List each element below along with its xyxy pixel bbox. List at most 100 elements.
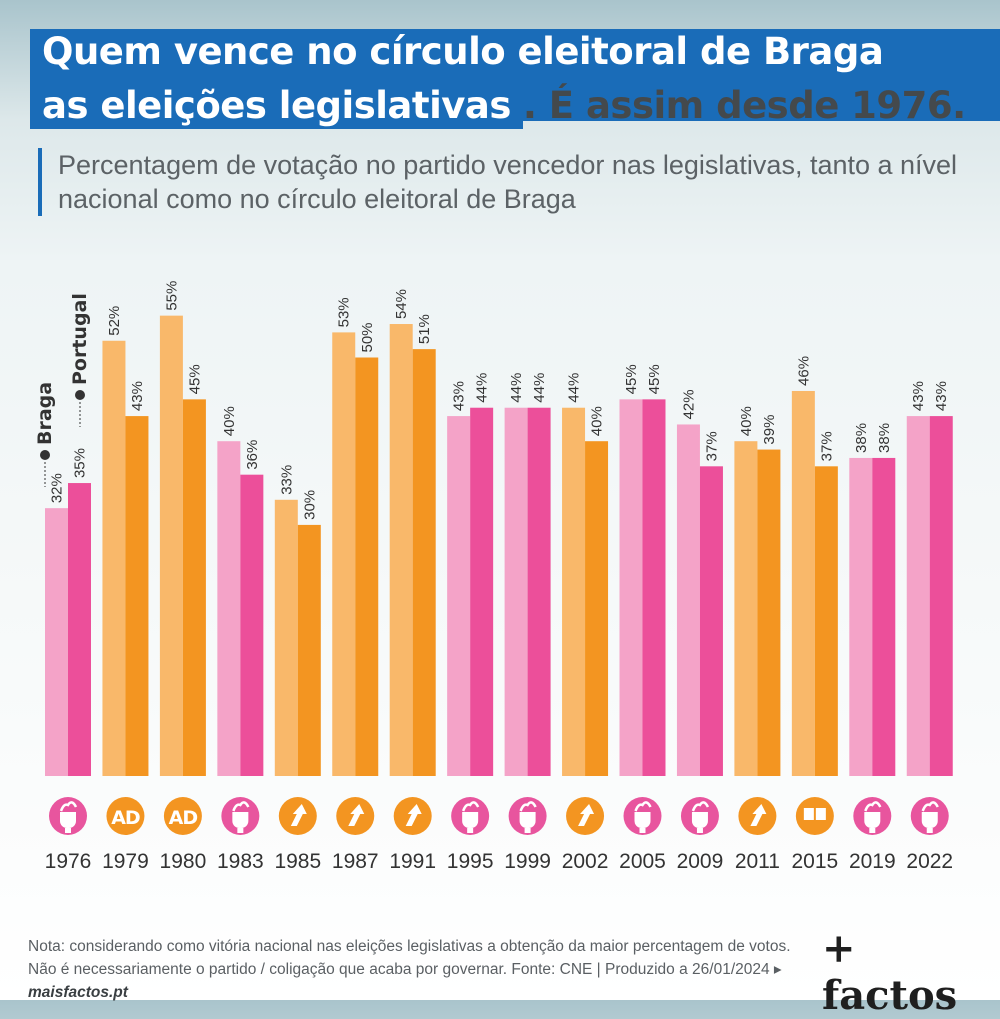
bar-group-1976: 32% 35% 1976 <box>45 448 92 873</box>
rose-shape <box>691 801 710 812</box>
legend-portugal-dot <box>75 390 85 400</box>
data-label-portugal-2002: 40% <box>589 406 606 436</box>
data-label-braga-2005: 45% <box>623 364 640 394</box>
legend-portugal: Portugal <box>69 293 91 427</box>
bar-braga-1985 <box>274 499 298 776</box>
x-tick-label-1985: 1985 <box>274 850 321 873</box>
ad-logo-text: AD <box>111 807 140 829</box>
bar-group-1987: 53% 50% 1987 <box>332 297 379 873</box>
data-label-braga-2009: 42% <box>680 389 697 419</box>
bar-braga-2022 <box>906 416 930 776</box>
rose-shape <box>634 801 652 812</box>
fist-shape <box>60 812 76 833</box>
x-tick-label-2002: 2002 <box>562 850 609 873</box>
arrow-shape <box>348 804 365 826</box>
fist-shape <box>691 812 708 833</box>
fist-shape <box>232 812 249 833</box>
data-label-braga-2019: 38% <box>853 423 870 453</box>
title-highlight-2: as eleições legislativas <box>30 83 523 129</box>
data-label-portugal-2022: 43% <box>933 381 950 411</box>
paf-logo-icon <box>795 797 834 835</box>
paf-square-left <box>803 808 814 820</box>
data-label-braga-2002: 44% <box>566 373 583 403</box>
rose-shape <box>461 801 480 812</box>
fist-rose-icon <box>623 797 662 835</box>
bar-portugal-1980 <box>182 399 206 776</box>
fist-shape <box>634 812 651 833</box>
data-label-portugal-1995: 44% <box>474 373 491 403</box>
arrow-up-icon <box>336 797 375 835</box>
brand-logo: + factos <box>822 925 958 1019</box>
bar-group-1991: 54% 51% 1991 <box>389 289 436 873</box>
bar-portugal-2011 <box>757 449 781 776</box>
rose-shape <box>921 801 939 812</box>
rose-shape <box>59 801 78 812</box>
rose-shape <box>519 801 537 812</box>
data-label-braga-2015: 46% <box>795 356 812 386</box>
bar-braga-1979 <box>102 340 126 776</box>
bar-group-1999: 44% 44% 1999 <box>504 373 551 873</box>
data-label-portugal-1985: 30% <box>301 490 318 520</box>
party-icon-circle <box>163 797 202 835</box>
data-label-portugal-1979: 43% <box>129 381 146 411</box>
data-label-portugal-2005: 45% <box>646 364 663 394</box>
x-tick-label-1991: 1991 <box>389 850 436 873</box>
bar-group-2022: 43% 43% 2022 <box>906 381 953 873</box>
bar-portugal-2009 <box>699 466 723 776</box>
fist-shape <box>864 812 881 833</box>
data-label-portugal-1983: 36% <box>244 440 261 470</box>
bar-group-1979: 52% 43% AD 1979 <box>102 306 149 873</box>
data-label-braga-1999: 44% <box>508 373 525 403</box>
x-tick-label-1983: 1983 <box>217 850 264 873</box>
x-tick-label-2019: 2019 <box>849 850 896 873</box>
bar-group-1985: 33% 30% 1985 <box>274 465 321 873</box>
fist-rose-icon <box>910 797 949 835</box>
bar-braga-2015 <box>791 390 815 776</box>
bar-braga-1991 <box>389 324 413 776</box>
arrow-up-icon <box>393 797 432 835</box>
data-label-portugal-2011: 39% <box>761 415 778 445</box>
bar-group-2002: 44% 40% 2002 <box>562 373 609 873</box>
bar-portugal-2015 <box>814 466 838 776</box>
data-label-braga-1995: 43% <box>451 381 468 411</box>
bar-portugal-1987 <box>355 357 379 776</box>
bar-braga-1999 <box>504 407 528 776</box>
bar-braga-2002 <box>562 407 586 776</box>
footer-site-link[interactable]: maisfactos.pt <box>28 984 128 1001</box>
legend: Braga Portugal <box>34 293 91 487</box>
bar-group-1983: 40% 36% 1983 <box>217 406 264 873</box>
x-tick-label-1995: 1995 <box>447 850 494 873</box>
ad-logo-icon: AD <box>106 797 145 835</box>
x-tick-label-1976: 1976 <box>45 850 92 873</box>
fist-rose-icon <box>680 797 719 835</box>
bar-group-2019: 38% 38% 2019 <box>849 423 896 873</box>
paf-square-right <box>815 808 826 820</box>
bar-portugal-1985 <box>297 524 321 776</box>
data-label-braga-1979: 52% <box>106 306 123 336</box>
title-tail: . É assim desde 1976. <box>522 84 966 127</box>
bar-portugal-2019 <box>872 457 896 776</box>
x-tick-label-1999: 1999 <box>504 850 551 873</box>
data-label-portugal-1999: 44% <box>531 373 548 403</box>
bar-group-1995: 43% 44% 1995 <box>447 373 494 873</box>
data-label-portugal-1991: 51% <box>416 314 433 344</box>
bar-portugal-1976 <box>68 483 91 776</box>
data-label-portugal-2019: 38% <box>876 423 893 453</box>
legend-braga-label: Braga <box>34 382 56 445</box>
bar-portugal-1999 <box>527 407 551 776</box>
x-tick-label-2022: 2022 <box>906 850 953 873</box>
footer-note: Nota: considerando como vitória nacional… <box>28 935 808 1004</box>
party-icon-circle <box>106 797 145 835</box>
bar-portugal-1983 <box>240 474 264 776</box>
data-label-braga-1976: 32% <box>49 473 66 503</box>
bar-group-2005: 45% 45% 2005 <box>619 364 666 873</box>
arrow-up-icon <box>566 797 605 835</box>
bar-braga-2005 <box>619 399 643 776</box>
bar-group-2015: 46% 37% 2015 <box>791 356 838 873</box>
bar-braga-2011 <box>734 441 758 776</box>
data-label-portugal-2009: 37% <box>703 431 720 461</box>
fist-shape <box>462 812 479 833</box>
fist-shape <box>519 812 536 833</box>
data-label-braga-1987: 53% <box>336 297 353 327</box>
